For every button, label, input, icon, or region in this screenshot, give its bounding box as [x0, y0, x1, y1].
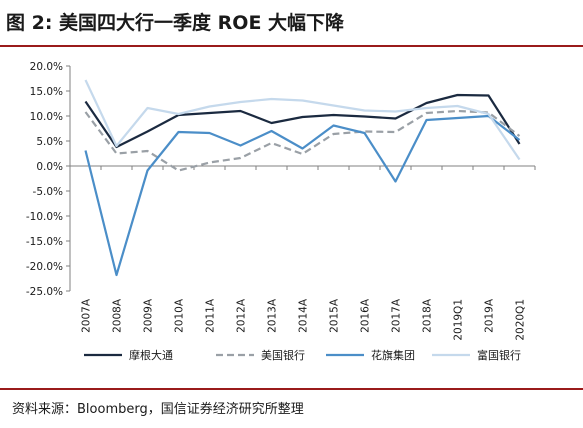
x-tick-label: 2017A — [391, 298, 403, 333]
x-tick-label: 2007A — [81, 298, 93, 333]
x-tick-label: 2018A — [422, 298, 434, 333]
x-tick-label: 2009A — [143, 298, 155, 333]
y-tick-label: 10.0% — [30, 111, 63, 123]
legend-label-3: 花旗集团 — [371, 348, 415, 362]
series-line-4 — [84, 79, 521, 161]
x-tick-label: 2016A — [360, 298, 372, 333]
x-tick-label: 2015A — [329, 298, 341, 333]
y-tick-label: 20.0% — [30, 61, 63, 73]
legend-label-2: 美国银行 — [261, 348, 305, 362]
x-tick-label: 2010A — [174, 298, 186, 333]
legend-label-1: 摩根大通 — [129, 348, 173, 362]
y-tick-label: 0.0% — [36, 161, 63, 173]
x-tick-label: 2019Q1 — [453, 299, 465, 341]
figure-title-bar: 图 2: 美国四大行一季度 ROE 大幅下降 — [0, 0, 583, 44]
footer-divider — [0, 388, 583, 390]
series-line-3 — [84, 114, 521, 277]
roe-line-chart: 20.0% 15.0% 10.0% 5.0% 0.0% -5.0% -10.0% -15.0%… — [26, 61, 536, 362]
x-tick-label: 2008A — [112, 298, 124, 333]
y-tick-label: -15.0% — [26, 236, 63, 248]
y-tick-label: 15.0% — [30, 86, 63, 98]
series-line-2 — [84, 109, 521, 172]
x-tick-label: 2012A — [236, 298, 248, 333]
series-lines — [84, 79, 521, 277]
y-tick-label: -25.0% — [26, 286, 63, 298]
y-tick-label: -10.0% — [26, 211, 63, 223]
y-tick-label: 5.0% — [36, 136, 63, 148]
y-tick-label: -20.0% — [26, 261, 63, 273]
source-note: 资料来源：Bloomberg，国信证券经济研究所整理 — [12, 402, 304, 417]
series-line-1 — [84, 93, 521, 149]
x-tick-labels: 2007A 2008A 2009A 2010A 2011A 2012A 2013A 2014A… — [81, 298, 527, 340]
title-divider — [0, 45, 583, 47]
chart-axes — [66, 65, 536, 292]
x-tick-label: 2011A — [205, 298, 217, 333]
chart-legend: 摩根大通 美国银行 花旗集团 富国银行 — [84, 348, 521, 362]
x-tick-label: 2014A — [298, 298, 310, 333]
x-tick-label: 2020Q1 — [515, 299, 527, 341]
legend-label-4: 富国银行 — [477, 348, 521, 362]
x-tick-label: 2013A — [267, 298, 279, 333]
figure-title: 图 2: 美国四大行一季度 ROE 大幅下降 — [6, 12, 345, 34]
y-tick-labels: 20.0% 15.0% 10.0% 5.0% 0.0% -5.0% -10.0% -15.0%… — [26, 61, 63, 298]
y-tick-label: -5.0% — [33, 186, 63, 198]
x-tick-label: 2019A — [484, 298, 496, 333]
